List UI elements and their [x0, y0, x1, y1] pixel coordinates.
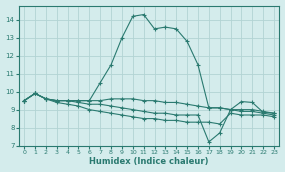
X-axis label: Humidex (Indice chaleur): Humidex (Indice chaleur) [89, 157, 209, 166]
